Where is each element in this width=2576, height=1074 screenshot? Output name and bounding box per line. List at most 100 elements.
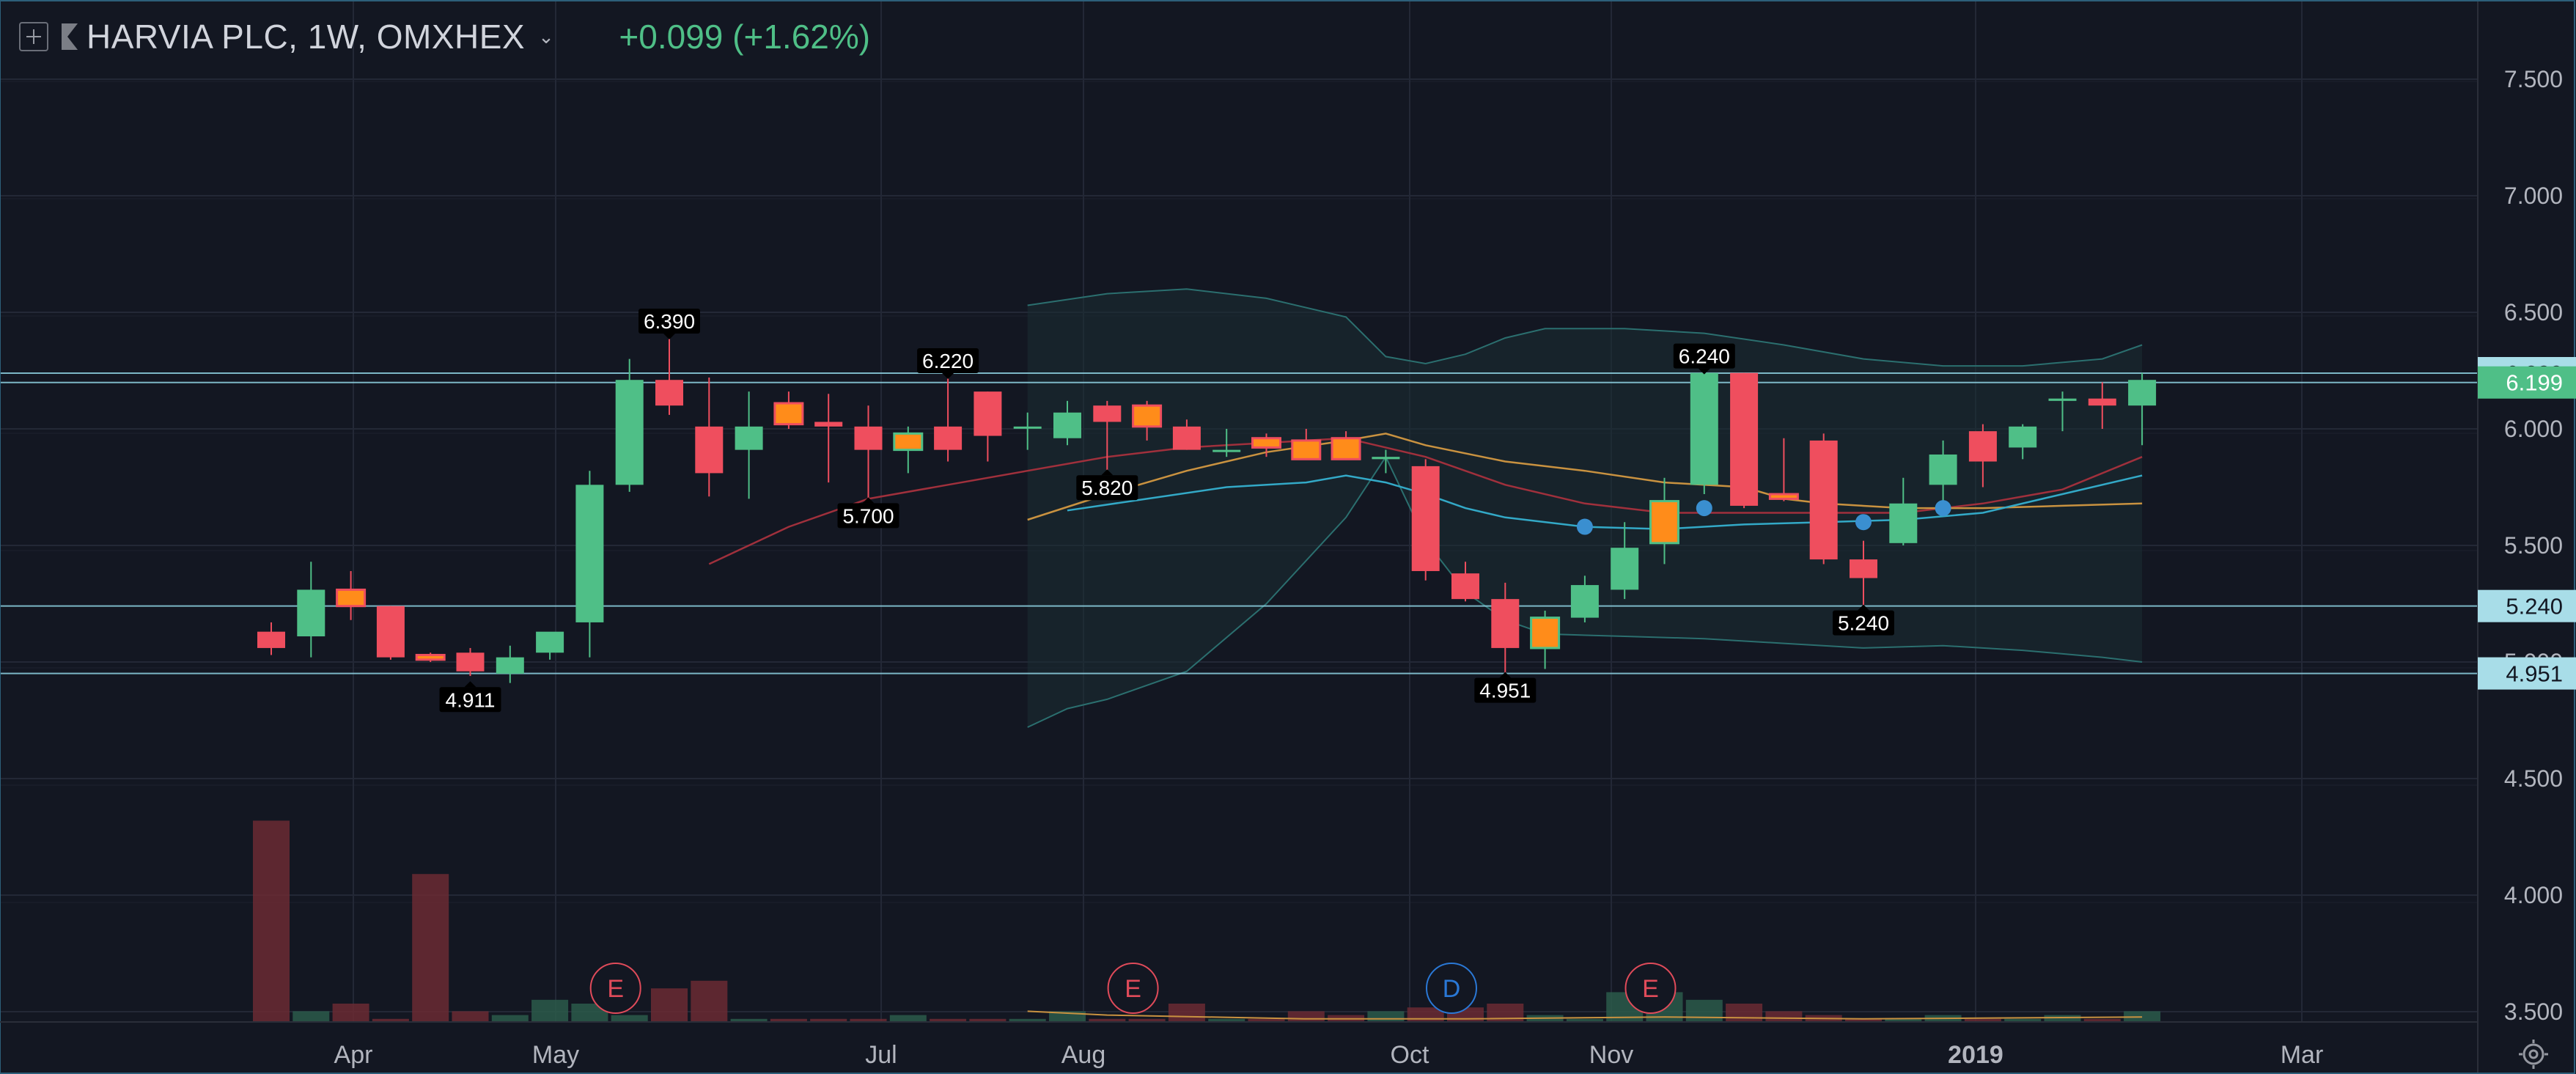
candle-body <box>655 380 683 406</box>
candle[interactable] <box>1649 477 1679 564</box>
volume-bar <box>1367 1011 1405 1023</box>
candle[interactable] <box>773 391 804 429</box>
label-text: 6.390 <box>644 310 695 333</box>
candle-body <box>2128 380 2157 406</box>
last-price-label: 6.199 <box>2478 366 2576 399</box>
candle-body <box>2009 426 2037 448</box>
earnings-event-marker[interactable]: E <box>1624 963 1677 1014</box>
candle[interactable] <box>376 606 405 660</box>
candle[interactable] <box>575 471 604 658</box>
volume-bar <box>1685 999 1723 1023</box>
candle-body <box>934 426 963 450</box>
label-pointer <box>1101 469 1114 476</box>
candle[interactable] <box>496 645 524 683</box>
earnings-event-marker[interactable]: E <box>1107 963 1159 1014</box>
symbol-selector[interactable]: HARVIA PLC, 1W, OMXHEX ⌄ <box>62 17 554 56</box>
candle[interactable] <box>1013 412 1042 450</box>
label-text: 4.951 <box>1479 680 1531 702</box>
price-tick-label: 5.500 <box>2504 532 2563 559</box>
label-box <box>837 503 899 529</box>
candle[interactable] <box>893 426 924 474</box>
volume-bar <box>452 1011 489 1023</box>
signal-dot <box>1576 518 1593 535</box>
candle[interactable] <box>814 394 843 483</box>
candle[interactable] <box>1968 424 1997 488</box>
horizontal-levels[interactable] <box>0 372 2478 674</box>
price-tick-label: 6.500 <box>2504 299 2563 325</box>
candle[interactable] <box>1850 540 1877 606</box>
candle-body <box>496 657 524 674</box>
volume-bar <box>372 1018 409 1023</box>
candle[interactable] <box>1372 449 1400 474</box>
candle[interactable] <box>1768 438 1799 501</box>
time-axis[interactable]: Apr May Jul Aug Oct Nov 2019 Mar <box>0 1021 2478 1069</box>
candle[interactable] <box>1491 582 1520 674</box>
candle[interactable] <box>615 358 644 492</box>
volume-bar <box>1248 1018 1285 1023</box>
candle-body <box>1491 599 1520 648</box>
candle[interactable] <box>1132 400 1163 441</box>
candle[interactable] <box>1809 433 1838 564</box>
candle[interactable] <box>1172 419 1201 450</box>
signal-dots <box>1576 500 1951 535</box>
candle[interactable] <box>336 570 367 620</box>
candle[interactable] <box>2128 372 2157 446</box>
chevron-down-icon[interactable]: ⌄ <box>538 25 555 48</box>
volume-bar <box>770 1018 807 1023</box>
high-low-label: 5.240 <box>1833 604 1894 636</box>
price-tick-label: 6.000 <box>2504 416 2563 442</box>
candle[interactable] <box>854 405 883 499</box>
candle[interactable] <box>2088 382 2116 429</box>
time-tick-label: Mar <box>2281 1041 2324 1069</box>
candle[interactable] <box>415 652 446 662</box>
dividend-event-marker[interactable]: D <box>1426 963 1477 1014</box>
candle[interactable] <box>1093 400 1122 471</box>
candle-body <box>773 402 804 426</box>
candle[interactable] <box>1411 459 1440 581</box>
candle[interactable] <box>297 562 325 658</box>
earnings-event-marker[interactable]: E <box>589 963 641 1014</box>
chart-header: HARVIA PLC, 1W, OMXHEX ⌄ +0.099 (+1.62%) <box>19 16 870 57</box>
label-pointer <box>1858 604 1869 611</box>
candle-body <box>974 391 1002 436</box>
candle-body <box>1451 573 1479 600</box>
candle[interactable] <box>456 647 485 677</box>
price-label-box <box>2478 366 2576 399</box>
candle[interactable] <box>2009 424 2037 460</box>
candle-body <box>615 380 644 485</box>
candle[interactable] <box>1611 522 1639 600</box>
candle[interactable] <box>1690 372 1718 495</box>
candle[interactable] <box>1929 440 1957 511</box>
volume-ma-line <box>1027 1010 2143 1020</box>
candle[interactable] <box>1291 429 1322 460</box>
volume-bar <box>1128 1018 1166 1023</box>
high-low-label: 4.911 <box>439 681 501 713</box>
candle-body <box>735 426 763 450</box>
candle[interactable] <box>1251 433 1281 457</box>
candle[interactable] <box>695 378 724 497</box>
candle[interactable] <box>536 631 564 660</box>
candle[interactable] <box>655 337 683 415</box>
candle[interactable] <box>1730 372 1759 509</box>
label-text: 5.700 <box>842 504 894 527</box>
plus-square-icon[interactable] <box>19 22 48 51</box>
settings-gear-icon[interactable] <box>2519 1040 2548 1069</box>
candle[interactable] <box>257 622 285 655</box>
candle[interactable] <box>1331 431 1361 460</box>
candle[interactable] <box>1530 611 1561 669</box>
candle[interactable] <box>1570 575 1599 622</box>
candle[interactable] <box>1212 429 1241 457</box>
candle[interactable] <box>1889 477 1918 545</box>
candlesticks[interactable] <box>257 337 2157 683</box>
candle[interactable] <box>1053 400 1081 446</box>
candle[interactable] <box>974 391 1002 462</box>
high-low-label: 4.951 <box>1474 672 1537 703</box>
candle[interactable] <box>934 378 963 462</box>
candle[interactable] <box>1451 562 1479 602</box>
candle[interactable] <box>735 391 763 499</box>
candle[interactable] <box>2048 391 2077 432</box>
candle-body <box>1850 559 1877 578</box>
